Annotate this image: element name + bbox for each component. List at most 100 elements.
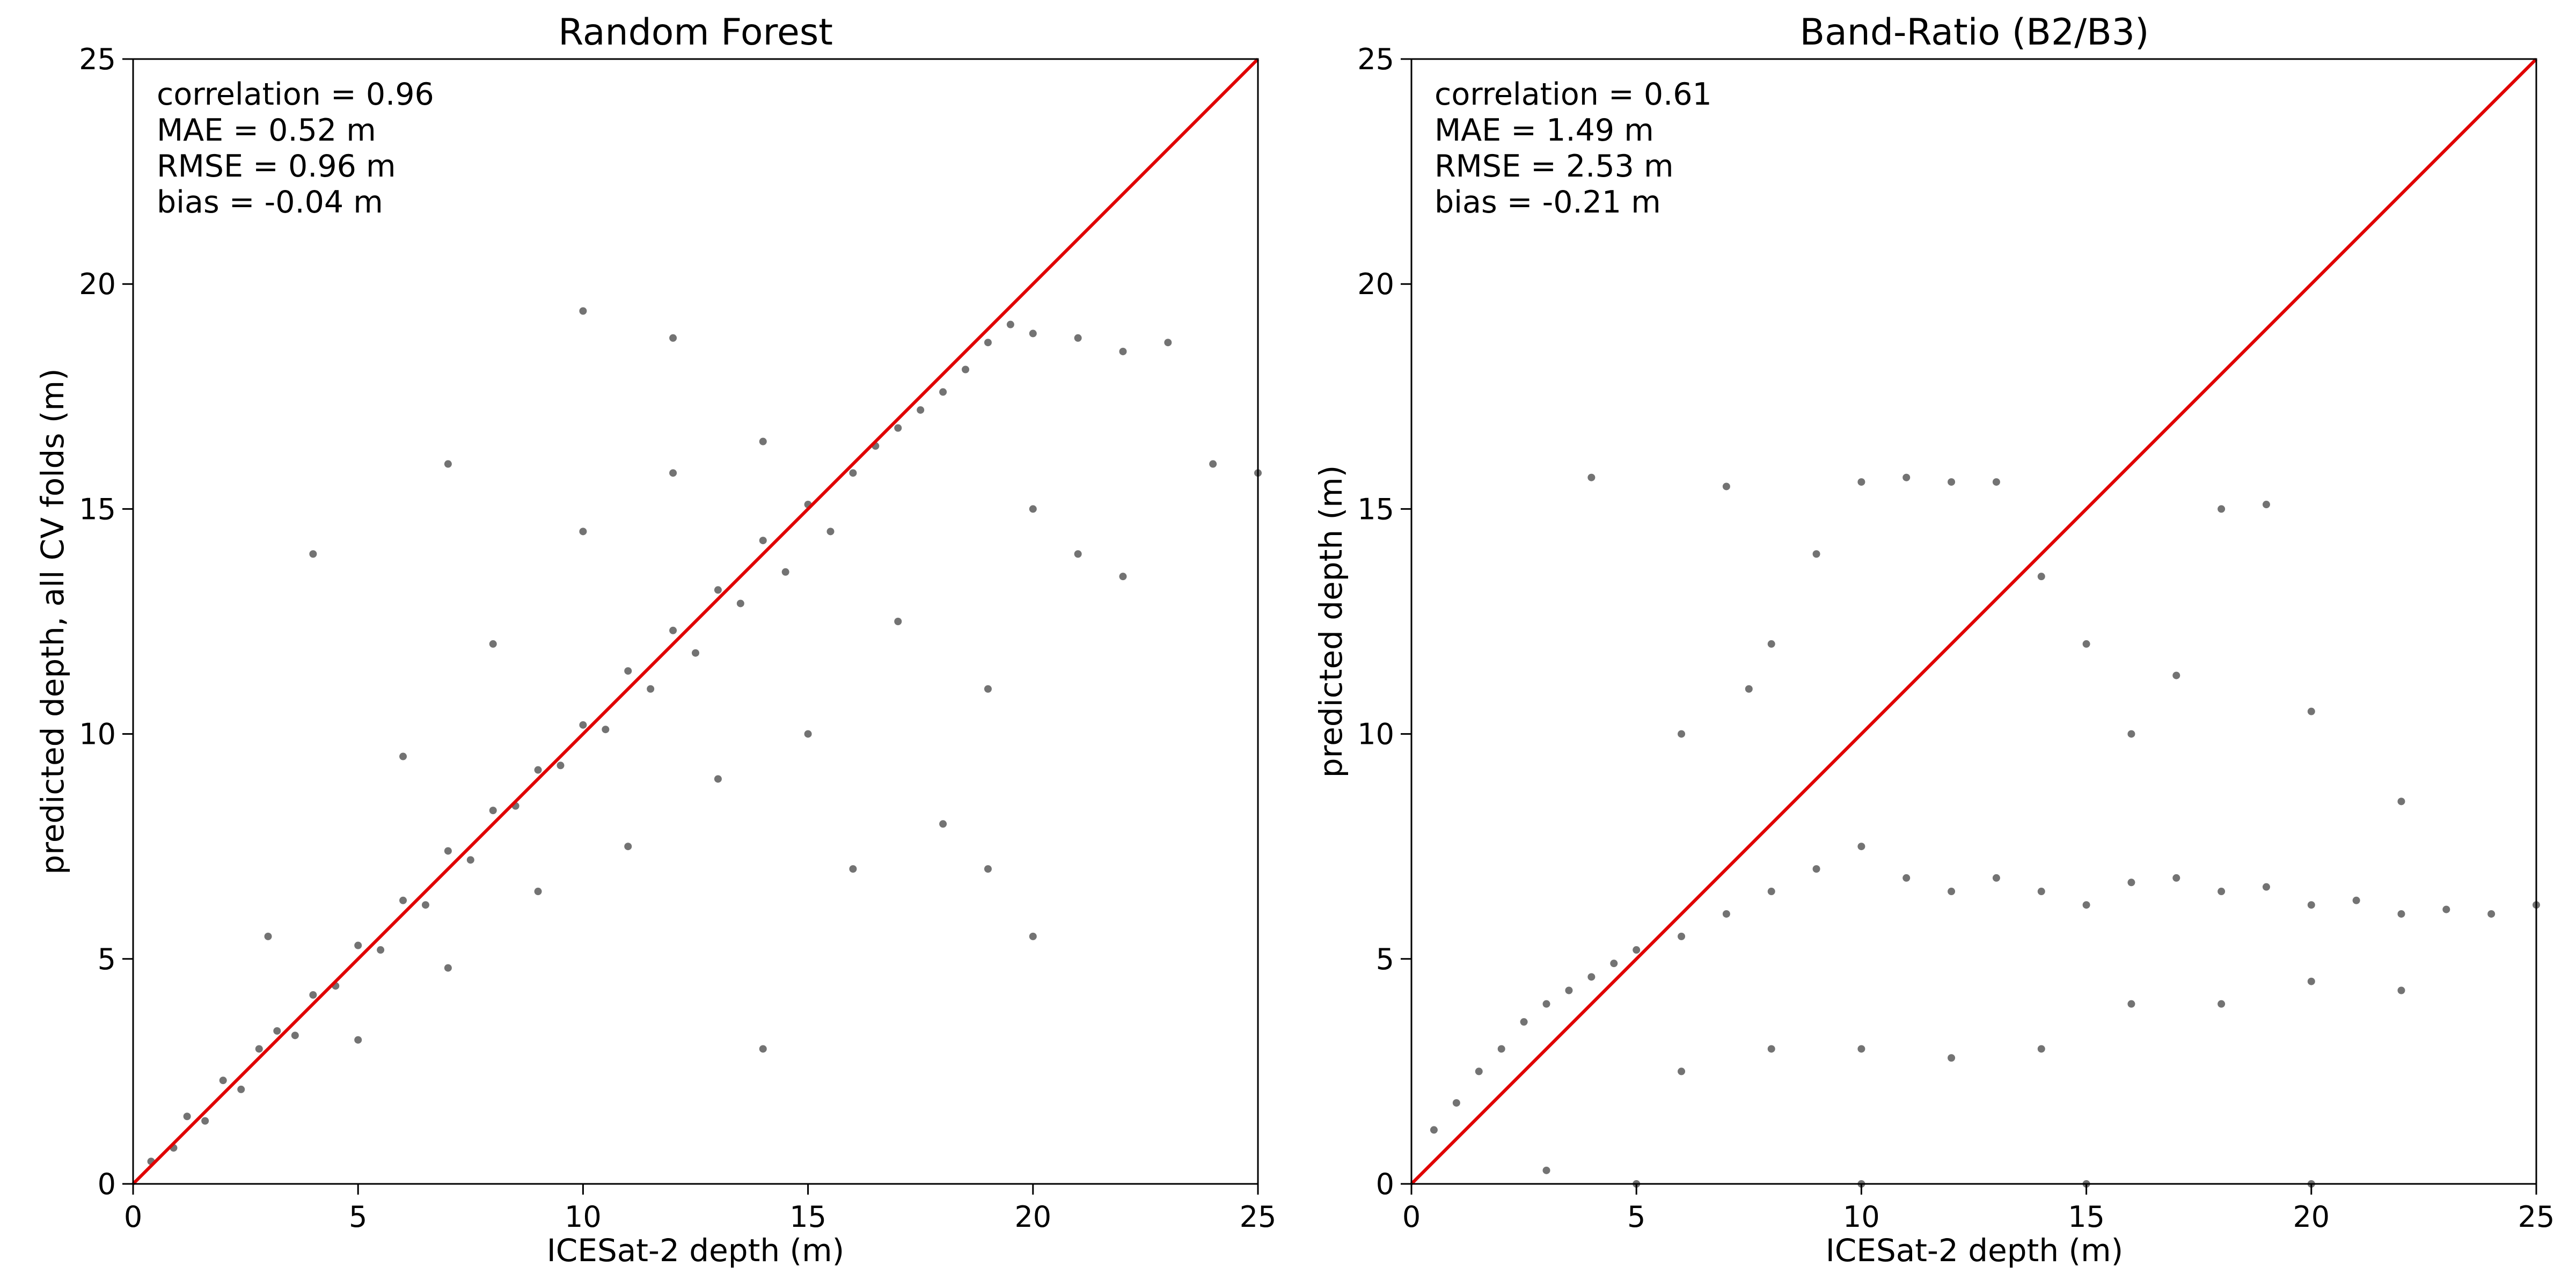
scatter-point	[736, 599, 744, 608]
scatter-point	[2262, 883, 2270, 891]
x-tick-label: 0	[1402, 1200, 1421, 1234]
x-tick-label: 20	[2293, 1200, 2330, 1234]
scatter-point	[579, 307, 587, 315]
x-tick-label: 10	[565, 1200, 602, 1234]
scatter-point	[2082, 640, 2090, 648]
scatter-point	[1430, 1126, 1438, 1134]
scatter-point	[466, 856, 474, 864]
scatter-point	[264, 932, 272, 940]
scatter-point	[2082, 901, 2090, 909]
scatter-point	[1209, 460, 1217, 468]
scatter-point	[624, 843, 632, 851]
scatter-point	[849, 865, 857, 873]
x-axis-label: ICESat-2 depth (m)	[1826, 1232, 2124, 1269]
scatter-points	[1430, 473, 2540, 1188]
scatter-point	[1948, 1054, 1956, 1062]
y-tick-label: 10	[1357, 718, 1394, 751]
scatter-point	[1164, 339, 1172, 347]
scatter-point	[781, 568, 789, 576]
x-tick-label: 25	[1240, 1200, 1277, 1234]
scatter-point	[624, 667, 632, 675]
scatter-point	[1074, 334, 1082, 342]
reference-line	[131, 57, 1260, 1185]
x-axis-label: ICESat-2 depth (m)	[547, 1232, 845, 1269]
scatter-point	[201, 1117, 209, 1125]
correlation-stat: correlation = 0.96	[157, 77, 434, 112]
scatter-point	[444, 964, 452, 972]
scatter-point	[714, 586, 722, 594]
scatter-point	[557, 762, 565, 770]
scatter-point	[1767, 1045, 1775, 1053]
scatter-point	[1029, 932, 1037, 940]
y-tick-label: 5	[98, 942, 116, 976]
scatter-point	[602, 726, 610, 734]
scatter-point	[2037, 888, 2045, 896]
scatter-point	[1497, 1045, 1505, 1053]
scatter-point	[669, 334, 677, 342]
scatter-point	[962, 365, 970, 374]
scatter-point	[647, 685, 655, 693]
y-tick-label: 20	[79, 267, 116, 301]
scatter-point	[354, 941, 362, 949]
scatter-point	[1678, 1067, 1686, 1075]
scatter-point	[183, 1113, 191, 1121]
y-axis-ticks: 0 5 10 15 20 25	[1357, 42, 1411, 1201]
scatter-point	[669, 626, 677, 634]
y-axis-label: predicted depth, all CV folds (m)	[34, 368, 71, 874]
scatter-point	[2397, 797, 2405, 806]
scatter-point	[1767, 640, 1775, 648]
x-tick-label: 5	[349, 1200, 367, 1234]
scatter-point	[1948, 888, 1956, 896]
scatter-point	[2037, 1045, 2045, 1053]
scatter-point	[579, 721, 587, 729]
correlation-stat: correlation = 0.61	[1435, 77, 1712, 112]
scatter-point	[939, 820, 947, 828]
scatter-point	[759, 437, 767, 445]
x-tick-label: 25	[2518, 1200, 2555, 1234]
y-tick-label: 25	[1357, 42, 1394, 76]
scatter-point	[354, 1036, 362, 1044]
chart-title: Random Forest	[558, 11, 833, 54]
x-tick-label: 20	[1014, 1200, 1051, 1234]
x-axis-ticks: 0 5 10 15 20 25	[124, 1184, 1277, 1234]
scatter-point	[1520, 1018, 1528, 1026]
random-forest-panel: Random Forest 0 5 10 15 20 25 0 5 10 15 20 25 corr…	[34, 11, 1276, 1269]
band-ratio-panel: Band-Ratio (B2/B3) 0 5 10 15 20 25 0 5 10 15 20 25…	[1313, 11, 2555, 1269]
scatter-point	[804, 730, 812, 738]
scatter-point	[894, 618, 902, 625]
scatter-point	[377, 946, 385, 954]
scatter-point	[1074, 550, 1082, 558]
scatter-point	[2397, 986, 2405, 994]
x-axis-ticks: 0 5 10 15 20 25	[1402, 1184, 2555, 1234]
scatter-point	[1119, 573, 1127, 581]
scatter-point	[669, 469, 677, 477]
x-tick-label: 5	[1627, 1200, 1645, 1234]
scatter-point	[534, 888, 542, 896]
scatter-point	[692, 649, 699, 657]
scatter-point	[2397, 910, 2405, 918]
scatter-point	[2352, 896, 2360, 904]
scatter-point	[2307, 901, 2315, 909]
y-tick-label: 10	[79, 718, 116, 751]
scatter-point	[1678, 932, 1686, 940]
reference-line	[1410, 57, 2538, 1185]
scatter-point	[1745, 685, 1753, 693]
scatter-point	[255, 1045, 263, 1053]
scatter-point	[1587, 473, 1596, 481]
scatter-point	[273, 1027, 281, 1035]
y-tick-label: 25	[79, 42, 116, 76]
scatter-point	[917, 406, 925, 414]
scatter-point	[1610, 960, 1618, 968]
scatter-point	[1565, 986, 1573, 994]
scatter-point	[2262, 501, 2270, 509]
scatter-point	[2127, 879, 2135, 887]
y-tick-label: 15	[1357, 492, 1394, 526]
scatter-point	[1992, 478, 2000, 486]
scatter-point	[444, 847, 452, 855]
scatter-point	[309, 550, 317, 558]
scatter-point	[939, 388, 947, 396]
scatter-point	[579, 528, 587, 536]
scatter-point	[1902, 473, 1911, 481]
scatter-point	[2218, 888, 2226, 896]
scatter-point	[1006, 320, 1014, 328]
